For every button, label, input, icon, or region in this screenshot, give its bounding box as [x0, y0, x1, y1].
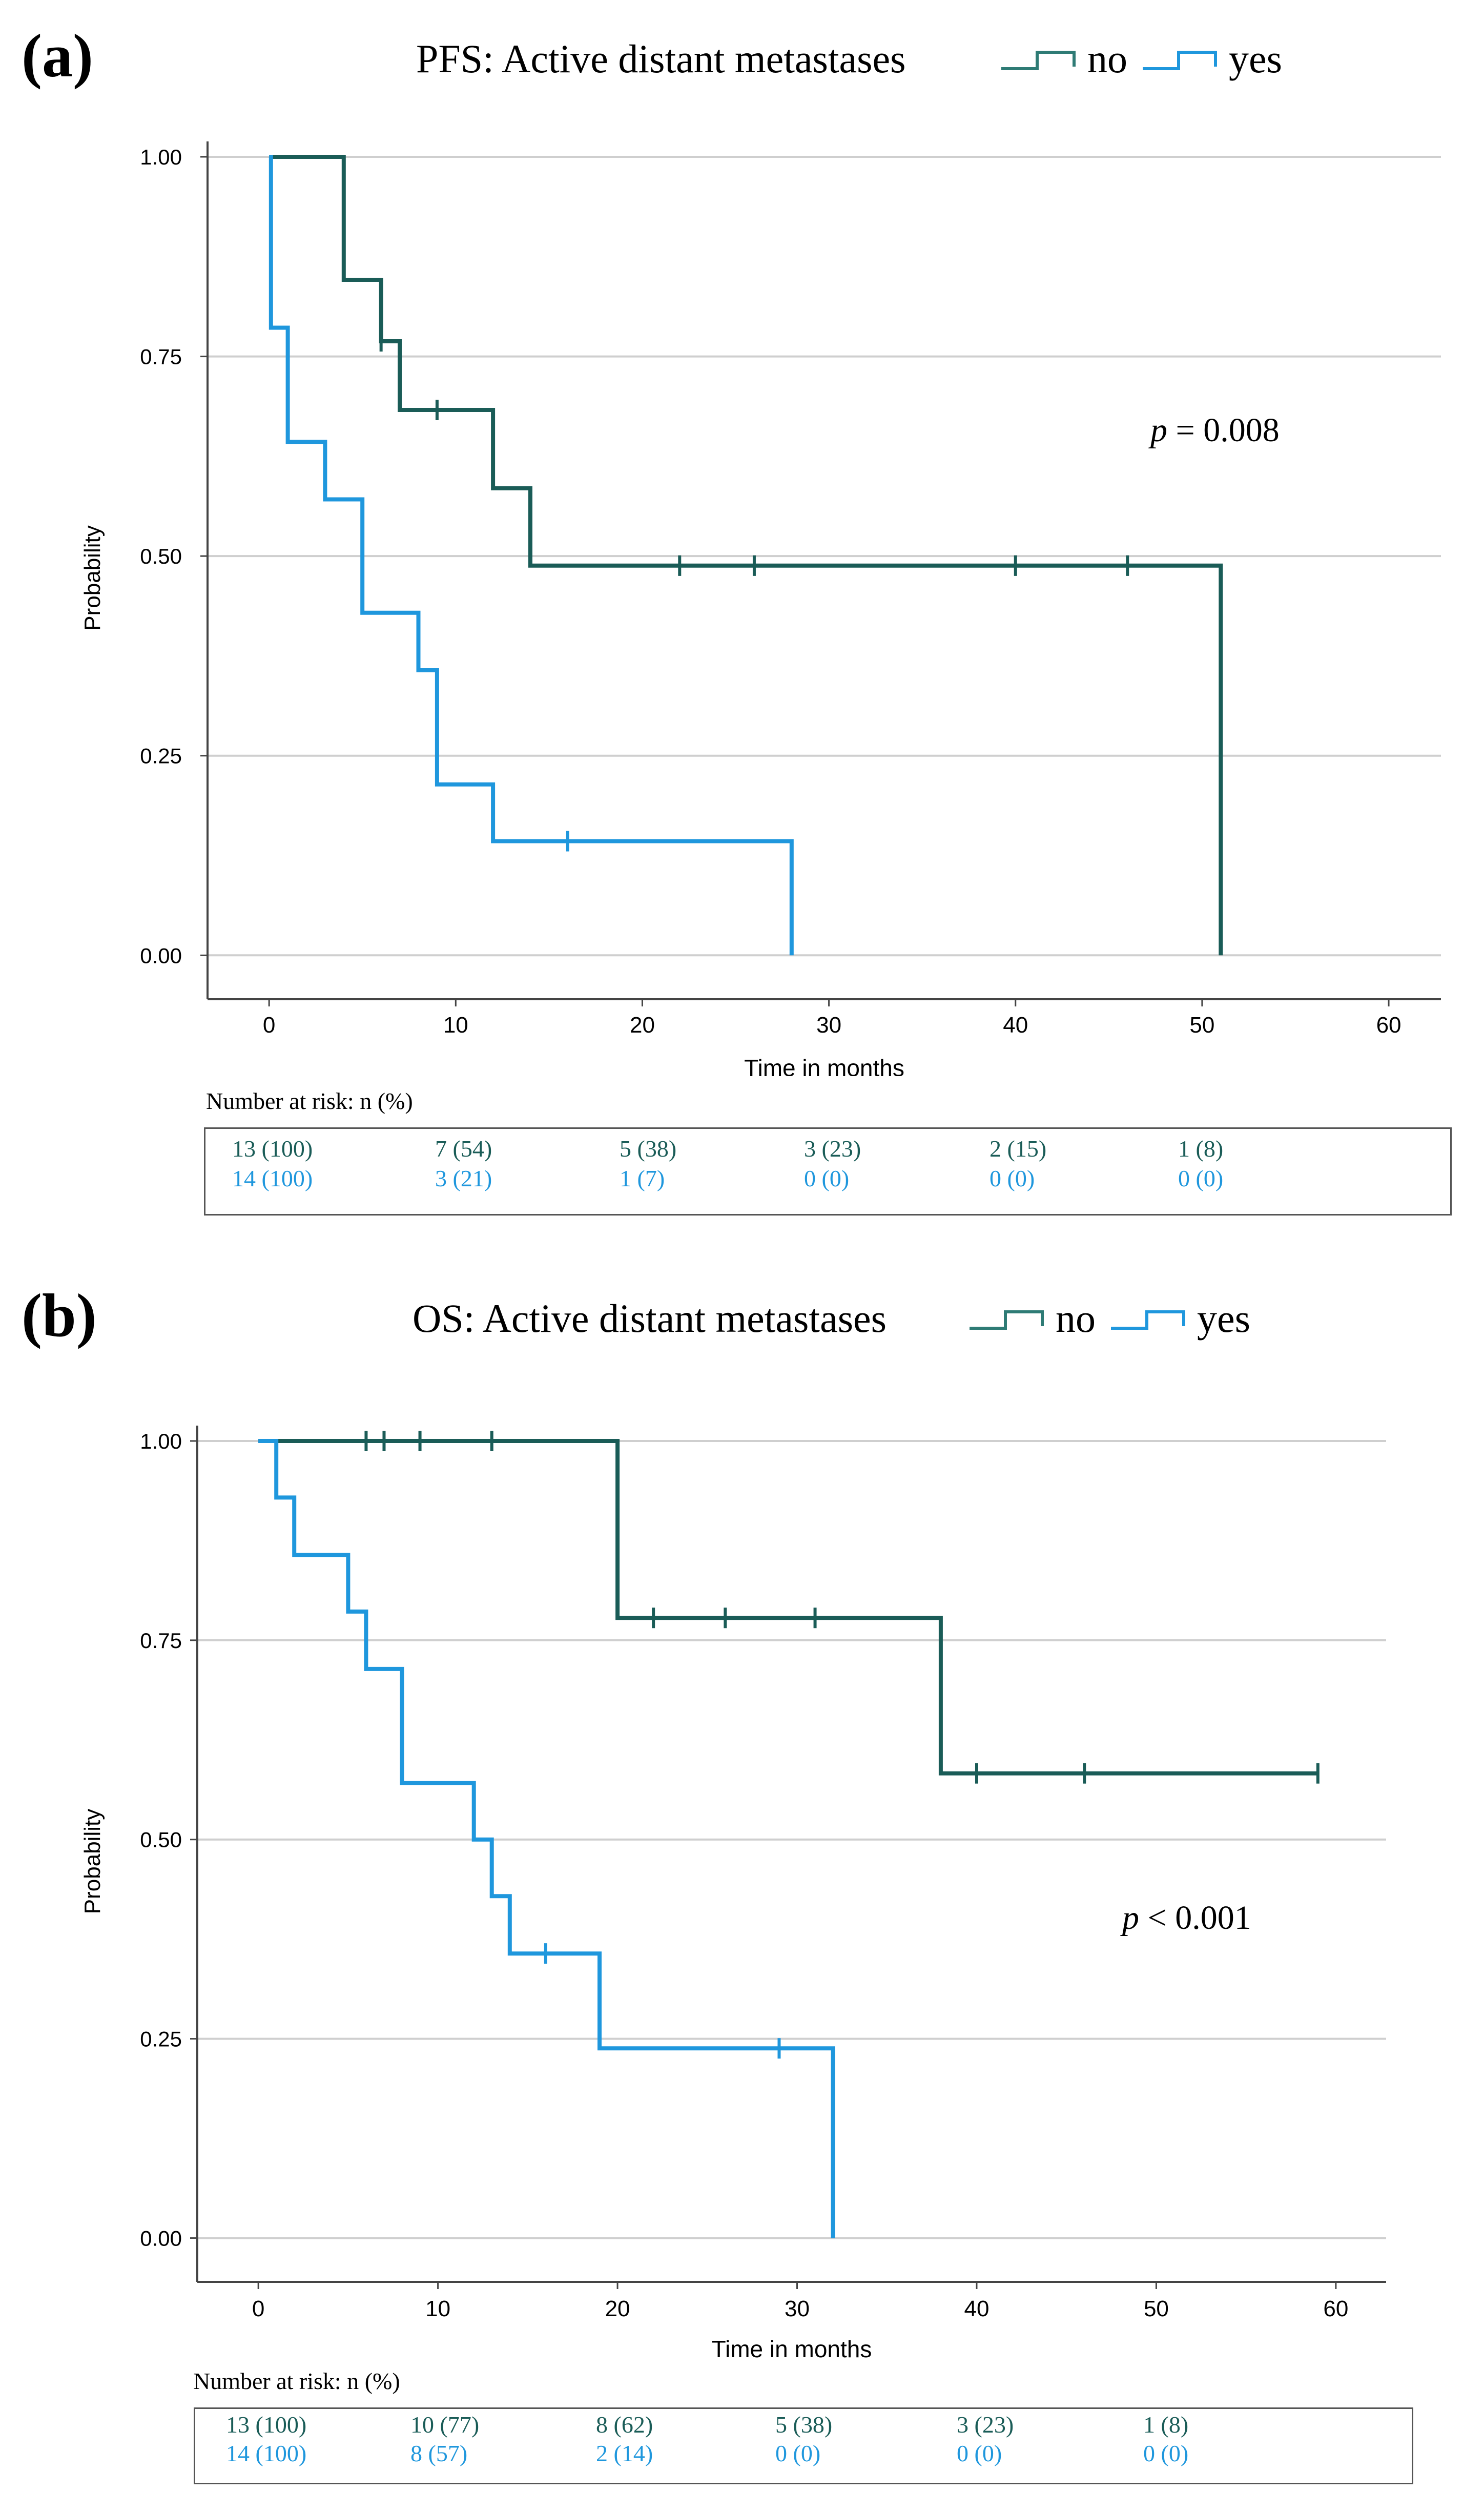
x-tick-label: 50 [1144, 2296, 1169, 2321]
risk-cell-no: 2 (15) [990, 1136, 1047, 1162]
x-tick-label: 50 [1189, 1013, 1214, 1038]
x-tick-label: 20 [630, 1013, 655, 1038]
risk-table: 13 (100) 10 (77) 8 (62) 5 (38) 3 (23) 1 … [194, 2407, 1413, 2484]
p-value-text: = 0.008 [1167, 411, 1280, 449]
legend-swatch-no [970, 1310, 1044, 1330]
chart-title: OS: Active distant metastases [413, 1296, 887, 1341]
km-curve-yes [269, 155, 794, 956]
risk-row-no: 13 (100) 7 (54) 5 (38) 3 (23) 2 (15) 1 (… [205, 1135, 1450, 1164]
risk-cell-yes: 1 (7) [620, 1165, 665, 1191]
x-tick-label: 60 [1376, 1013, 1401, 1038]
chart-legend: no yes [967, 1295, 1250, 1342]
p-symbol: p [1122, 1899, 1139, 1937]
risk-row-no: 13 (100) 10 (77) 8 (62) 5 (38) 3 (23) 1 … [195, 2411, 1412, 2440]
risk-cell-no: 13 (100) [232, 1136, 313, 1162]
risk-table: 13 (100) 7 (54) 5 (38) 3 (23) 2 (15) 1 (… [204, 1127, 1452, 1216]
risk-cell-no: 10 (77) [410, 2412, 480, 2438]
x-axis-label: Time in months [712, 2336, 872, 2362]
legend-label-yes: yes [1197, 1296, 1250, 1341]
risk-cell-no: 3 (23) [804, 1136, 861, 1162]
x-tick-label: 60 [1323, 2296, 1348, 2321]
risk-cell-no: 13 (100) [226, 2412, 307, 2438]
risk-row-yes: 14 (100) 8 (57) 2 (14) 0 (0) 0 (0) 0 (0) [195, 2440, 1412, 2468]
x-tick-label: 20 [605, 2296, 630, 2321]
risk-cell-yes: 3 (21) [435, 1165, 492, 1191]
risk-cell-no: 8 (62) [596, 2412, 653, 2438]
risk-cell-yes: 0 (0) [957, 2440, 1002, 2466]
p-symbol: p [1150, 411, 1167, 449]
p-value: p = 0.008 [1150, 411, 1280, 450]
y-axis-label: Probability [80, 1809, 105, 1914]
risk-cell-no: 7 (54) [435, 1136, 492, 1162]
x-tick-label: 40 [964, 2296, 989, 2321]
panel-b: (b) OS: Active distant metastases no yes… [0, 1261, 1484, 2513]
x-tick-label: 30 [785, 2296, 810, 2321]
legend-item-no: no [999, 36, 1127, 82]
legend-swatch-yes [1143, 51, 1217, 70]
risk-cell-yes: 8 (57) [410, 2440, 468, 2466]
risk-cell-yes: 0 (0) [804, 1165, 850, 1191]
risk-cell-yes: 0 (0) [775, 2440, 821, 2466]
x-axis-label: Time in months [744, 1055, 904, 1076]
y-tick-label: 0.50 [140, 1828, 182, 1852]
km-plot: 0.00 0.25 0.50 0.75 1.00 0 10 20 30 40 50 60 Time in… [80, 141, 1441, 1076]
risk-cell-no: 1 (8) [1178, 1136, 1224, 1162]
legend-label-yes: yes [1229, 36, 1282, 81]
legend-item-yes: yes [1109, 1295, 1250, 1342]
km-plot: 0.00 0.25 0.50 0.75 1.00 0 10 20 30 40 50 60 Time in… [80, 1426, 1386, 2362]
km-curve-no [269, 155, 1223, 956]
km-curve-no [258, 1439, 1318, 1776]
y-tick-label: 0.00 [140, 943, 182, 967]
legend-item-yes: yes [1141, 36, 1282, 82]
risk-cell-no: 5 (38) [620, 1136, 677, 1162]
risk-cell-no: 1 (8) [1143, 2412, 1189, 2438]
y-tick-label: 0.75 [140, 345, 182, 369]
y-tick-label: 0.75 [140, 1629, 182, 1653]
x-tick-label: 10 [425, 2296, 450, 2321]
x-tick-label: 0 [263, 1013, 275, 1038]
x-tick-label: 30 [816, 1013, 841, 1038]
risk-cell-no: 5 (38) [775, 2412, 833, 2438]
y-tick-label: 0.00 [140, 2226, 182, 2250]
chart-legend: no yes [999, 36, 1282, 82]
p-value-text: < 0.001 [1139, 1899, 1251, 1937]
y-axis-label: Probability [80, 525, 105, 630]
risk-table-header: Number at risk: n (%) [206, 1088, 413, 1114]
x-tick-label: 0 [252, 2296, 264, 2321]
y-tick-label: 0.50 [140, 544, 182, 568]
legend-swatch-yes [1111, 1310, 1185, 1330]
risk-cell-yes: 0 (0) [1178, 1165, 1224, 1191]
risk-cell-yes: 0 (0) [990, 1165, 1035, 1191]
y-tick-label: 1.00 [140, 145, 182, 169]
legend-swatch-no [1001, 51, 1076, 70]
legend-label-no: no [1087, 36, 1127, 81]
chart-title: PFS: Active distant metastases [416, 36, 906, 81]
panel-label: (b) [22, 1281, 97, 1349]
x-tick-label: 40 [1003, 1013, 1028, 1038]
risk-cell-yes: 14 (100) [226, 2440, 307, 2466]
risk-cell-yes: 2 (14) [596, 2440, 653, 2466]
risk-row-yes: 14 (100) 3 (21) 1 (7) 0 (0) 0 (0) 0 (0) [205, 1165, 1450, 1193]
legend-label-no: no [1056, 1296, 1096, 1341]
panel-label: (a) [22, 22, 93, 90]
p-value: p < 0.001 [1122, 1899, 1251, 1938]
y-tick-label: 0.25 [140, 2027, 182, 2051]
risk-table-header: Number at risk: n (%) [193, 2368, 400, 2394]
y-tick-label: 0.25 [140, 744, 182, 768]
y-tick-label: 1.00 [140, 1429, 182, 1453]
km-curve-yes [258, 1439, 835, 2238]
x-tick-label: 10 [443, 1013, 468, 1038]
risk-cell-yes: 0 (0) [1143, 2440, 1189, 2466]
panel-a: (a) PFS: Active distant metastases no ye… [0, 0, 1484, 1230]
legend-item-no: no [967, 1295, 1096, 1342]
risk-cell-no: 3 (23) [957, 2412, 1014, 2438]
risk-cell-yes: 14 (100) [232, 1165, 313, 1191]
